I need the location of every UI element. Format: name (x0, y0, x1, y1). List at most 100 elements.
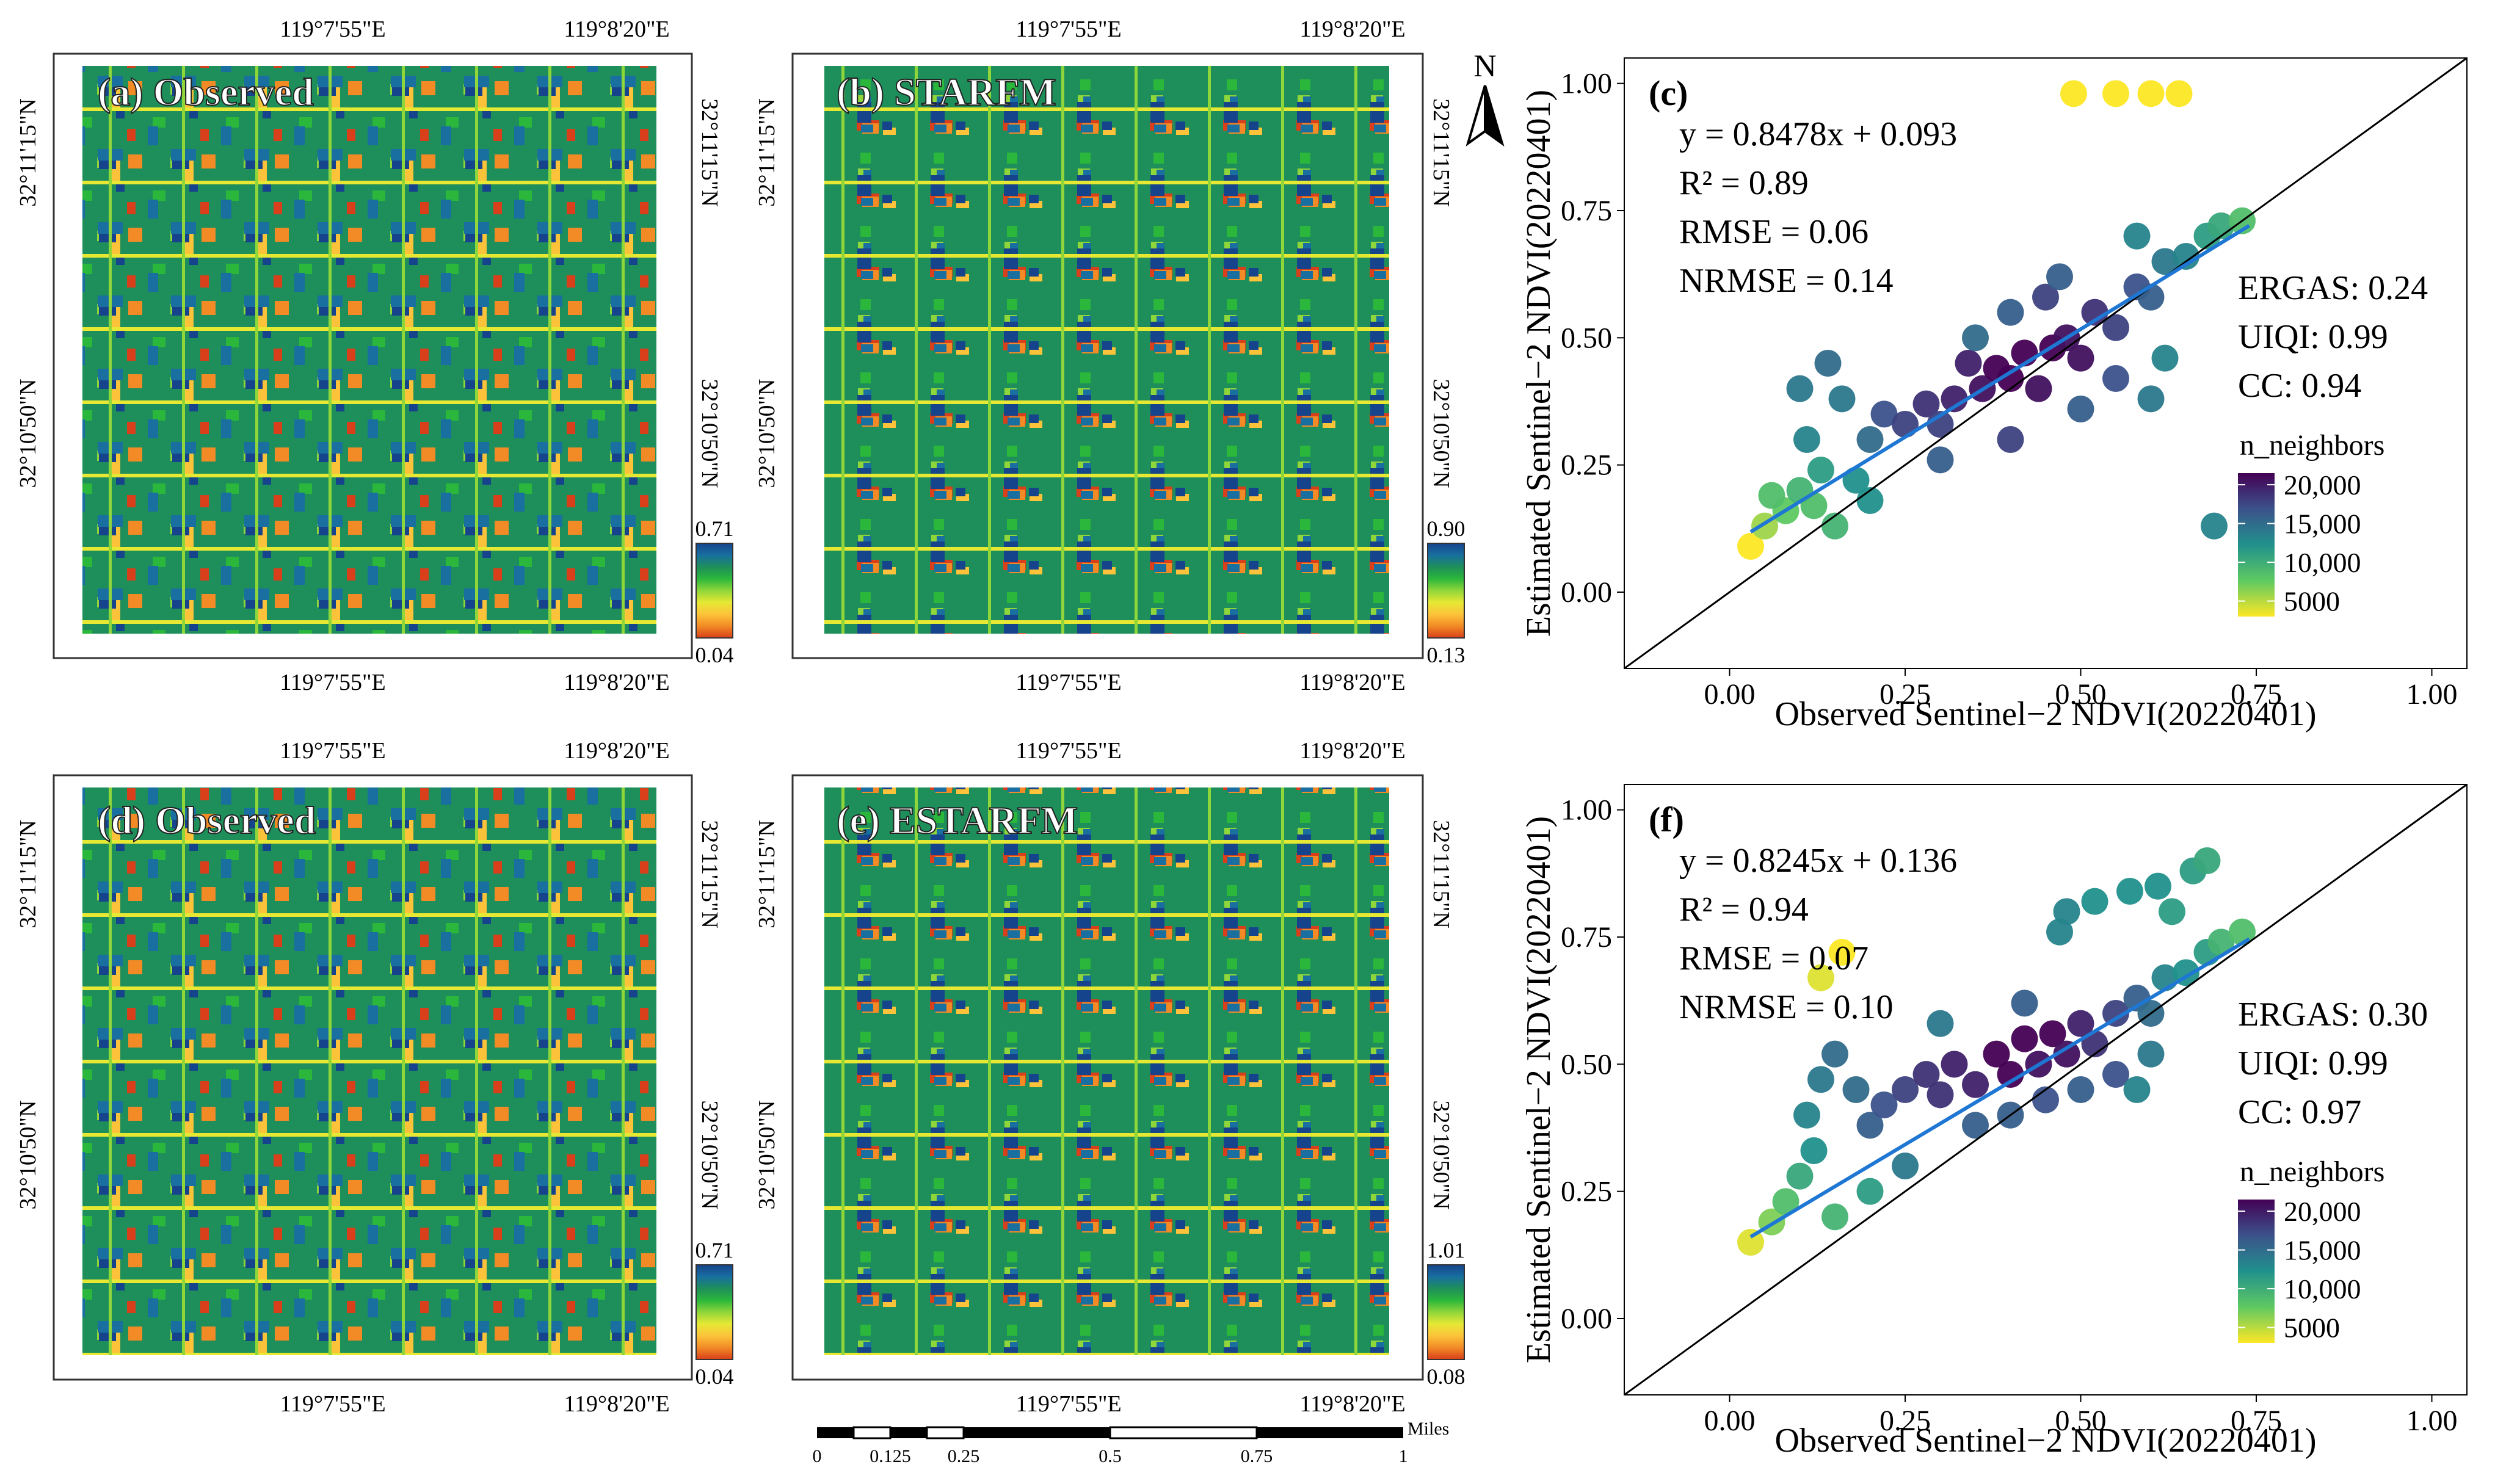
y-axis-title: Estimated Sentinel−2 NDVI(20220401) (1520, 816, 1558, 1363)
lines-layer (1624, 784, 2467, 1395)
x-tick-label: 1.00 (2406, 678, 2458, 711)
y-tick-label: 0.50 (1561, 322, 1612, 354)
lon-tick-top-1: 119°7'55"E (280, 16, 385, 42)
map-panel-d: (d) Observed 119°7'55"E 119°8'20"E 119°7… (15, 738, 734, 1417)
scale-label: 0.25 (948, 1446, 980, 1466)
scatter-point (2067, 1010, 2094, 1037)
scatter-point (2025, 375, 2052, 402)
scatter-point (2102, 1000, 2129, 1027)
metric-line: ERGAS: 0.24 (2238, 269, 2428, 307)
scale-seg (1257, 1427, 1403, 1438)
scatter-point (1821, 512, 1848, 540)
metric-line: CC: 0.97 (2238, 1093, 2361, 1131)
scatter-point (1807, 457, 1834, 483)
scatter-point (1793, 426, 1820, 453)
map-legend-bar (696, 1264, 733, 1360)
scatter-point (1997, 365, 2024, 392)
legend-title: n_neighbors (2240, 429, 2384, 461)
map-legend-bar (696, 543, 733, 639)
map-panel-label: (b) STARFM (837, 70, 1056, 114)
x-tick-label: 0.00 (1704, 678, 1756, 711)
map-legend-min: 0.13 (1427, 643, 1465, 667)
map-legend-max: 0.90 (1427, 516, 1465, 541)
lon-tick-bottom-1: 119°7'55"E (1015, 670, 1121, 695)
identity-line (1624, 784, 2467, 1395)
lat-tick-right-2: 32°10'50"N (697, 379, 722, 488)
scatter-point (2123, 1076, 2151, 1103)
scatter-point (1912, 1061, 1940, 1088)
lon-tick-top-1: 119°7'55"E (1015, 738, 1121, 764)
lon-tick-bottom-1: 119°7'55"E (1015, 1391, 1121, 1417)
scatter-point (1892, 1076, 1919, 1103)
scatter-point (2039, 1020, 2066, 1048)
scatter-point (2137, 385, 2165, 413)
lat-tick-left-1: 32°11'15"N (15, 98, 41, 207)
scale-label: 0.125 (870, 1446, 911, 1466)
scatter-point (1737, 1229, 1764, 1256)
lat-tick-right-1: 32°11'15"N (697, 820, 722, 928)
y-tick-label: 0.25 (1561, 1176, 1612, 1208)
north-arrow-icon-fill (1484, 85, 1505, 147)
panel-label: (f) (1649, 800, 1684, 839)
x-axis-title: Observed Sentinel−2 NDVI(20220401) (1775, 1422, 2317, 1460)
scatter-point (2053, 1040, 2080, 1068)
y-tick-label: 1.00 (1561, 794, 1612, 827)
scale-seg (964, 1427, 1110, 1438)
y-tick-label: 0.00 (1561, 576, 1612, 609)
lon-tick-bottom-2: 119°8'20"E (564, 670, 669, 695)
scatter-point (2102, 365, 2129, 392)
scatter-point (1941, 385, 1968, 413)
y-tick-label: 0.25 (1561, 449, 1612, 482)
scale-seg (890, 1427, 927, 1438)
scatter-point (2067, 344, 2094, 372)
scatter-point (1997, 426, 2024, 453)
x-tick-label: 0.75 (2231, 1405, 2282, 1437)
scatter-point (2193, 847, 2221, 874)
north-arrow: N (1465, 49, 1505, 147)
lat-tick-right-2: 32°10'50"N (1428, 1101, 1454, 1210)
map-legend-max: 0.71 (696, 1238, 734, 1262)
scatter-point (1786, 375, 1814, 402)
lat-tick-left-1: 32°11'15"N (754, 98, 780, 207)
map-panel-label: (a) Observed (98, 70, 314, 114)
lat-tick-right-1: 32°11'15"N (1428, 98, 1454, 207)
metric-line: CC: 0.94 (2238, 367, 2361, 405)
lon-tick-top-2: 119°8'20"E (1299, 738, 1405, 764)
scatter-point (1962, 324, 1989, 352)
scatter-point (2032, 1086, 2059, 1113)
scatter-point (2060, 80, 2087, 107)
scatter-point (2137, 80, 2165, 107)
scatter-point (1997, 1061, 2024, 1088)
scatter-point (2102, 80, 2129, 107)
legend-ticks: 20,000 15,000 10,000 5000 (2238, 469, 2361, 617)
scatter-point (1828, 939, 1856, 966)
scatter-point (2102, 314, 2129, 341)
scatter-point (2151, 248, 2179, 275)
scatter-point (1828, 385, 1856, 413)
scatter-point (1870, 400, 1898, 428)
scatter-point (1807, 964, 1834, 991)
legend-tick-label: 15,000 (2284, 509, 2361, 540)
scatter-point (1856, 1112, 1884, 1139)
stat-line: y = 0.8245x + 0.136 (1679, 842, 1957, 880)
scatter-point (2046, 263, 2073, 291)
panel-label: (c) (1649, 73, 1688, 113)
scatter-point (2137, 1040, 2165, 1068)
points-layer (1737, 847, 2256, 1256)
stat-line: R² = 0.94 (1679, 891, 1809, 928)
lon-tick-bottom-2: 119°8'20"E (1299, 1391, 1405, 1417)
axis-layer: 0.00 0.00 0.25 0.25 0.50 0.50 0.75 0.75 1.00 1.00 (1561, 68, 2458, 711)
y-tick-label: 0.50 (1561, 1048, 1612, 1080)
scale-label: 0.75 (1241, 1446, 1273, 1466)
y-tick-label: 0.75 (1561, 195, 1612, 227)
scatter-point (1962, 1071, 1989, 1098)
scatter-point (1800, 492, 1828, 519)
legend-tick-label: 20,000 (2284, 1196, 2361, 1227)
scatter-point (2046, 918, 2073, 946)
scatter-panel-f: 0.00 0.00 0.25 0.25 0.50 0.50 0.75 0.75 1.00 1.00… (1520, 784, 2468, 1460)
scale-label: 1 (1399, 1446, 1408, 1466)
legend-tick-label: 10,000 (2284, 547, 2361, 578)
metric-line: UIQI: 0.99 (2238, 318, 2388, 356)
stat-line: R² = 0.89 (1679, 164, 1809, 202)
